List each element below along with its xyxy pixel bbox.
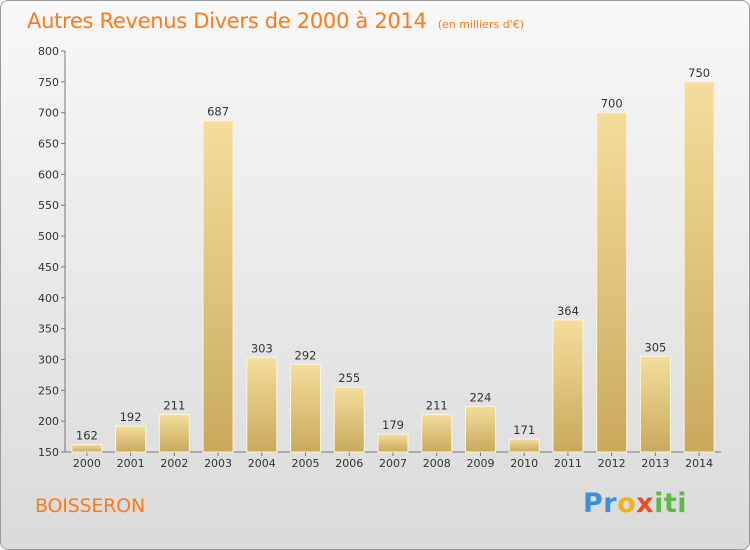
y-tick-label: 800	[38, 45, 59, 58]
x-tick-label-2002: 2002	[160, 457, 188, 470]
value-label-2006: 255	[338, 371, 360, 385]
brand-part-1: Pr	[583, 488, 618, 519]
x-tick-label-2014: 2014	[685, 457, 713, 470]
value-label-2002: 211	[163, 398, 185, 412]
x-tick-label-2009: 2009	[466, 457, 494, 470]
bar-2007	[377, 433, 409, 453]
brand-part-2: o	[617, 488, 637, 519]
bar-2006	[333, 386, 365, 453]
brand-part-4: iti	[654, 488, 688, 519]
x-tick-label-2005: 2005	[292, 457, 320, 470]
x-tick-label-2011: 2011	[554, 457, 582, 470]
chart-unit-note: (en milliers d'€)	[437, 18, 524, 31]
value-label-2004: 303	[251, 342, 273, 356]
value-label-2010: 171	[513, 423, 535, 437]
value-label-2003: 687	[207, 105, 229, 119]
brand-part-3: x	[636, 488, 655, 519]
title-row: Autres Revenus Divers de 2000 à 2014 (en…	[27, 9, 524, 33]
x-tick-label-2006: 2006	[335, 457, 363, 470]
x-tick-label-2007: 2007	[379, 457, 407, 470]
value-label-2009: 224	[469, 390, 491, 404]
x-tick-label-2000: 2000	[73, 457, 101, 470]
bar-2009	[464, 405, 496, 453]
value-label-2001: 192	[120, 410, 142, 424]
x-tick-label-2010: 2010	[510, 457, 538, 470]
bar-2000	[71, 444, 103, 453]
bar-2011	[552, 319, 584, 453]
y-tick-label: 350	[38, 323, 59, 336]
value-label-2000: 162	[76, 429, 98, 443]
x-tick-label-2001: 2001	[117, 457, 145, 470]
bar-2014	[683, 81, 715, 453]
x-tick-label-2003: 2003	[204, 457, 232, 470]
value-label-2014: 750	[688, 66, 710, 80]
y-tick-label: 300	[38, 353, 59, 366]
bar-2010	[508, 438, 540, 453]
bar-2002	[158, 413, 190, 453]
value-labels: 162 192 211 687 303 292 255 179 211 224 171 364 700 3…	[76, 66, 710, 443]
y-tick-label: 700	[38, 107, 59, 120]
brand-logo: Proxiti	[583, 488, 687, 519]
location-label: BOISSERON	[35, 495, 145, 517]
value-label-2013: 305	[644, 340, 666, 354]
x-tick-label-2012: 2012	[598, 457, 626, 470]
bar-2013	[639, 355, 671, 453]
y-tick-label: 450	[38, 261, 59, 274]
value-label-2005: 292	[295, 348, 317, 362]
value-label-2008: 211	[426, 398, 448, 412]
bar-2008	[421, 413, 453, 453]
y-tick-label: 600	[38, 168, 59, 181]
value-label-2007: 179	[382, 418, 404, 432]
bars	[71, 81, 715, 453]
y-tick-label: 150	[38, 446, 59, 459]
y-tick-label: 500	[38, 230, 59, 243]
value-label-2011: 364	[557, 304, 579, 318]
y-tick-label: 400	[38, 292, 59, 305]
bar-2005	[290, 363, 322, 453]
bar-2001	[115, 425, 147, 453]
y-tick-label: 650	[38, 138, 59, 151]
bar-2003	[202, 120, 234, 453]
y-tick-label: 550	[38, 199, 59, 212]
y-tick-label: 750	[38, 76, 59, 89]
x-tick-label-2013: 2013	[641, 457, 669, 470]
axes: 150 200 250 300 350 400 450 500 550 600 650 700 750 8…	[38, 45, 721, 470]
y-tick-label: 250	[38, 384, 59, 397]
bar-2004	[246, 357, 278, 453]
x-tick-label-2004: 2004	[248, 457, 276, 470]
chart-title: Autres Revenus Divers de 2000 à 2014	[27, 9, 427, 33]
x-tick-label-2008: 2008	[423, 457, 451, 470]
value-label-2012: 700	[601, 97, 623, 111]
y-tick-label: 200	[38, 415, 59, 428]
bar-2012	[596, 112, 628, 453]
